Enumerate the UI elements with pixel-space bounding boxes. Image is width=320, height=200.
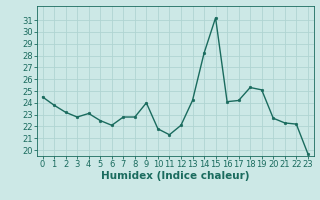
- X-axis label: Humidex (Indice chaleur): Humidex (Indice chaleur): [101, 171, 250, 181]
